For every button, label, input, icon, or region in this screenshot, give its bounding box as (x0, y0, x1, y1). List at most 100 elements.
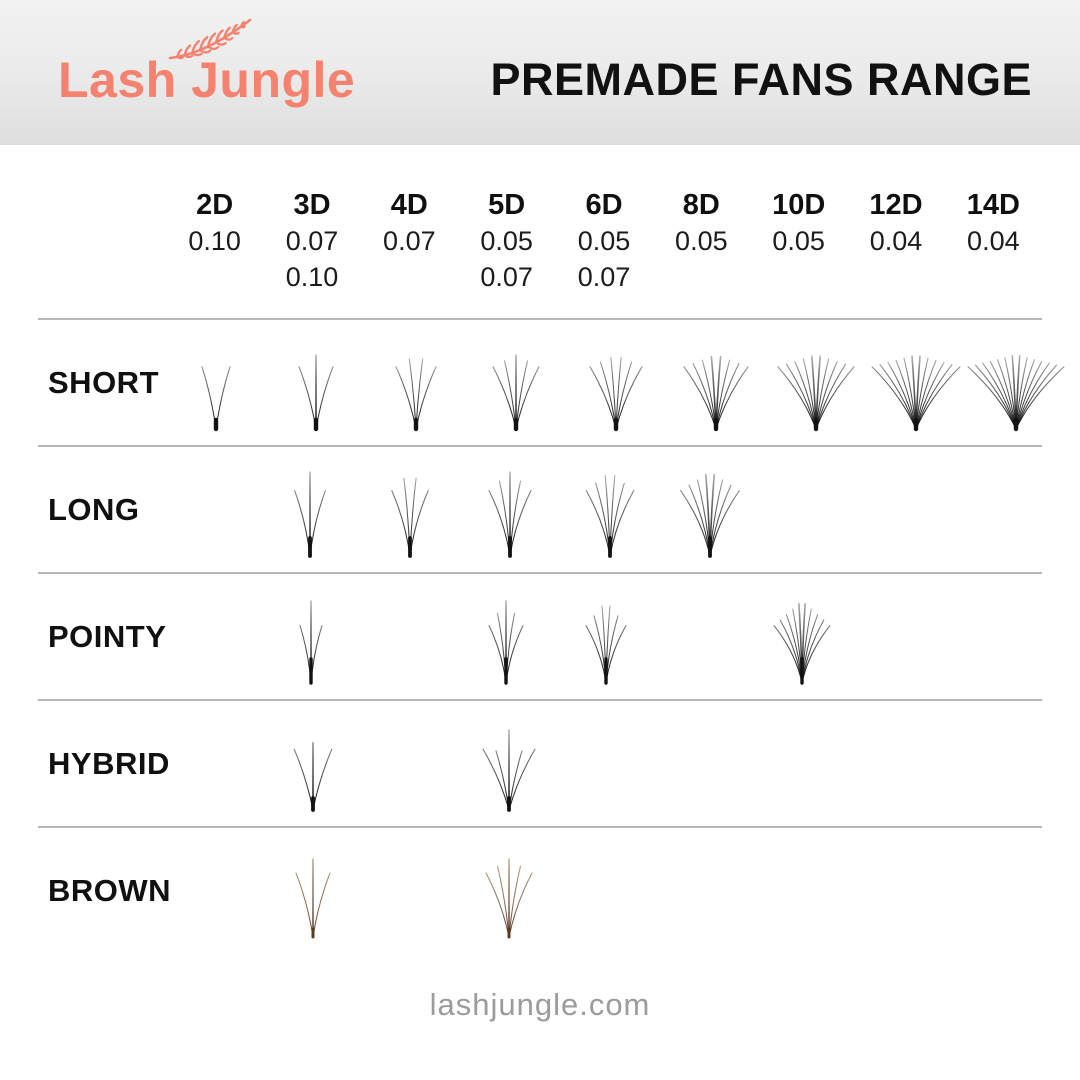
fan-cell-long-6d (560, 447, 660, 572)
fan-cell-short-4d (366, 320, 466, 445)
column-header-12d: 12D 0.04 (847, 187, 944, 318)
column-thickness-value: 0.04 (869, 226, 923, 256)
column-header-4d: 4D 0.07 (361, 187, 458, 318)
column-header-2d: 2D 0.10 (166, 187, 263, 318)
fan-cell-long-4d (360, 447, 460, 572)
column-dim-label: 4D (390, 189, 428, 221)
fan-cell-brown-3d (263, 828, 363, 953)
fan-cell-hybrid-14d (945, 701, 1042, 826)
row-label: POINTY (48, 618, 167, 654)
brand-logo: Lash Jungle (58, 18, 356, 109)
column-thickness-value: 0.07 (285, 226, 339, 256)
fan-graphic (295, 857, 331, 938)
fan-cell-brown-14d (945, 828, 1042, 953)
fan-cell-pointy-4d (361, 574, 456, 699)
fan-graphic (585, 474, 635, 558)
fan-cell-short-10d (766, 320, 866, 445)
table-body: SHORT LONG POINTY HYBRID BROWN (38, 318, 1065, 953)
column-header-3d: 3D 0.07 0.10 (263, 187, 360, 318)
fan-graphic (395, 357, 437, 431)
fan-cell-pointy-5d (456, 574, 556, 699)
fans-table: 2D 0.10 3D 0.07 0.10 4D 0.07 5D 0.05 0.07 6D 0.05 0.… (38, 145, 1065, 953)
column-thickness-value: 0.05 (577, 226, 631, 256)
fan-cell-long-14d (948, 447, 1042, 572)
fan-graphic (871, 354, 961, 431)
column-dim-label: 5D (488, 189, 526, 221)
fan-cell-long-8d (660, 447, 760, 572)
fan-graphic (585, 604, 627, 685)
column-header-14d: 14D 0.04 (945, 187, 1042, 318)
page-title: PREMADE FANS RANGE (490, 53, 1032, 105)
fan-cell-brown-4d (363, 828, 460, 953)
column-dim-label: 10D (772, 189, 826, 221)
fan-graphic (482, 728, 536, 812)
column-thickness-value: 0.07 (480, 262, 533, 292)
row-label: LONG (48, 491, 140, 527)
fan-cell-pointy-2d (166, 574, 261, 699)
fan-cell-long-2d (166, 447, 260, 572)
fan-graphic (967, 354, 1065, 431)
fan-graphic (777, 355, 855, 431)
fan-cell-short-2d (166, 320, 266, 445)
column-dim-label: 12D (869, 189, 923, 221)
fan-graphic (773, 602, 831, 685)
header-bar: Lash Jungle PREMADE FANS RANGE (0, 0, 1080, 145)
fan-graphic (299, 599, 323, 685)
fan-cell-brown-2d (166, 828, 263, 953)
fan-graphic (589, 356, 643, 431)
row-label: HYBRID (48, 745, 170, 781)
row-long: LONG (38, 445, 1042, 572)
fan-graphic (201, 365, 231, 431)
fan-graphic (294, 470, 326, 558)
row-hybrid: HYBRID (38, 699, 1042, 826)
column-thickness-value: 0.05 (480, 226, 533, 256)
fan-cell-pointy-14d (947, 574, 1042, 699)
fan-graphic (485, 857, 533, 938)
fern-leaf-icon (166, 13, 258, 70)
columns-header-row: 2D 0.10 3D 0.07 0.10 4D 0.07 5D 0.05 0.07 6D 0.05 0.… (38, 145, 1042, 318)
fan-cell-pointy-12d (852, 574, 947, 699)
fan-cell-long-3d (260, 447, 360, 572)
fan-cell-pointy-6d (556, 574, 656, 699)
fan-graphic (680, 473, 740, 558)
row-short: SHORT (38, 318, 1065, 445)
fan-cell-hybrid-5d (459, 701, 559, 826)
fan-cell-short-12d (866, 320, 966, 445)
column-dim-label: 3D (293, 189, 331, 221)
fan-cell-hybrid-4d (363, 701, 460, 826)
column-dim-label: 8D (682, 189, 720, 221)
fan-cell-brown-10d (752, 828, 849, 953)
fan-cell-hybrid-6d (559, 701, 656, 826)
column-dim-label: 14D (966, 189, 1020, 221)
fan-cell-short-5d (466, 320, 566, 445)
row-label: SHORT (48, 364, 159, 400)
fan-cell-hybrid-12d (849, 701, 946, 826)
fan-cell-brown-8d (656, 828, 753, 953)
column-thickness-value: 0.10 (188, 226, 241, 256)
fan-cell-long-12d (854, 447, 948, 572)
fan-cell-brown-12d (849, 828, 946, 953)
fan-graphic (683, 355, 749, 431)
fan-graphic (298, 353, 334, 431)
columns-header-spacer (38, 187, 166, 318)
column-thickness-value: 0.05 (675, 226, 728, 256)
fan-cell-short-8d (666, 320, 766, 445)
fan-cell-brown-5d (459, 828, 559, 953)
fan-cell-hybrid-3d (263, 701, 363, 826)
fan-cell-long-5d (460, 447, 560, 572)
fan-graphic (488, 599, 524, 685)
fan-graphic (488, 470, 532, 558)
fan-graphic (492, 353, 540, 431)
column-thickness-value: 0.10 (285, 262, 339, 292)
brand-logo-text: Lash Jungle (58, 51, 356, 108)
column-header-5d: 5D 0.05 0.07 (458, 187, 555, 318)
website-url: lashjungle.com (429, 987, 651, 1022)
fan-cell-hybrid-10d (752, 701, 849, 826)
column-header-10d: 10D 0.05 (750, 187, 847, 318)
column-thickness-value: 0.07 (383, 226, 436, 256)
fan-cell-pointy-10d (752, 574, 852, 699)
fan-cell-long-10d (760, 447, 854, 572)
fan-cell-pointy-3d (261, 574, 361, 699)
column-thickness-value: 0.05 (772, 226, 825, 256)
